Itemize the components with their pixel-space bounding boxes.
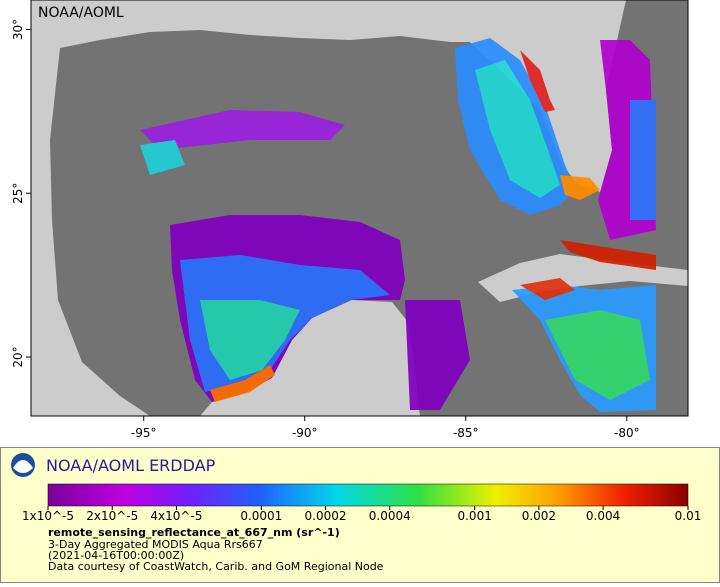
colorbar-tick-label: 1x10^-5 bbox=[22, 509, 74, 523]
x-tick-label: -90° bbox=[292, 426, 318, 440]
x-tick-label: -85° bbox=[453, 426, 479, 440]
legend-line: Data courtesy of CoastWatch, Carib. and … bbox=[48, 560, 384, 573]
reflectance-data bbox=[140, 38, 656, 412]
colorbar bbox=[47, 483, 689, 507]
colorbar-tick-label: 0.01 bbox=[675, 509, 702, 523]
y-tick-label: 20° bbox=[11, 346, 25, 367]
colorbar-tick-label: 0.004 bbox=[586, 509, 620, 523]
legend-panel bbox=[0, 447, 720, 583]
y-tick-label: 25° bbox=[11, 183, 25, 204]
variable-name: remote_sensing_reflectance_at_667_nm (sr… bbox=[48, 526, 340, 539]
colorbar-tick-label: 0.0002 bbox=[305, 509, 347, 523]
colorbar-tick-label: 0.001 bbox=[457, 509, 491, 523]
colorbar-tick-label: 0.0001 bbox=[240, 509, 282, 523]
colorbar-tick-label: 0.002 bbox=[522, 509, 556, 523]
colorbar-ticks: 1x10^-5 2x10^-5 4x10^-5 0.0001 0.0002 0.0004 0… bbox=[22, 506, 701, 523]
map-label: NOAA/AOML bbox=[38, 5, 124, 21]
legend-line: (2021-04-16T00:00:00Z) bbox=[48, 549, 184, 562]
map-frame bbox=[30, 0, 689, 417]
noaa-logo-bird bbox=[13, 460, 33, 473]
map-ticks: -95° -90° -85° -80° 30° 25° 20° bbox=[11, 19, 640, 440]
colorbar-tick-label: 2x10^-5 bbox=[86, 509, 138, 523]
legend-line: 3-Day Aggregated MODIS Aqua Rrs667 bbox=[48, 538, 263, 551]
y-tick-label: 30° bbox=[11, 19, 25, 40]
legend-title: NOAA/AOML ERDDAP bbox=[46, 456, 216, 475]
colorbar-tick-label: 0.0004 bbox=[369, 509, 411, 523]
colorbar-tick-label: 4x10^-5 bbox=[150, 509, 202, 523]
map bbox=[31, 0, 688, 416]
x-tick-label: -95° bbox=[131, 426, 157, 440]
x-tick-label: -80° bbox=[614, 426, 640, 440]
